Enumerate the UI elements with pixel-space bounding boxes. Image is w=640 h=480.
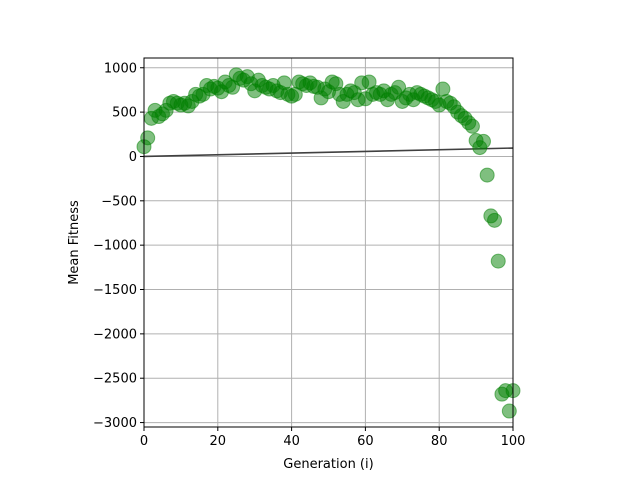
scatter-point — [435, 81, 451, 97]
scatter-point — [475, 133, 491, 149]
y-tick-label: 500 — [112, 106, 137, 121]
x-tick-label: 100 — [501, 434, 526, 449]
x-tick-label: 0 — [140, 434, 148, 449]
scatter-point — [501, 403, 517, 419]
x-tick-label: 40 — [283, 434, 300, 449]
scatter-point — [140, 130, 156, 146]
y-tick-label: 0 — [129, 150, 137, 165]
y-axis-label: Mean Fitness — [67, 200, 82, 285]
y-tick-label: 1000 — [104, 61, 137, 76]
plot-frame — [143, 57, 514, 428]
y-tick-label: −500 — [101, 194, 137, 209]
scatter-point — [487, 212, 503, 228]
scatter-point — [464, 118, 480, 134]
y-axis-ticks: −3000 −2500 −2000 −1500 −1000 −500 0 500 1000 — [93, 61, 144, 431]
y-tick-label: −1000 — [93, 239, 137, 254]
x-tick-label: 60 — [357, 434, 374, 449]
x-axis-ticks: 0 20 40 60 80 100 — [140, 427, 526, 449]
x-tick-label: 80 — [431, 434, 448, 449]
scatter-point — [479, 167, 495, 183]
y-tick-label: −2500 — [93, 372, 137, 387]
trend-line-group — [143, 147, 514, 158]
y-tick-label: −3000 — [93, 416, 137, 431]
scatter-point — [391, 79, 407, 95]
scatter-points — [136, 67, 521, 419]
x-tick-label: 20 — [210, 434, 227, 449]
trend-line — [143, 147, 514, 158]
scatter-point — [490, 253, 506, 269]
x-axis-label: Generation (i) — [283, 457, 373, 472]
y-tick-label: −2000 — [93, 327, 137, 342]
y-tick-label: −1500 — [93, 283, 137, 298]
